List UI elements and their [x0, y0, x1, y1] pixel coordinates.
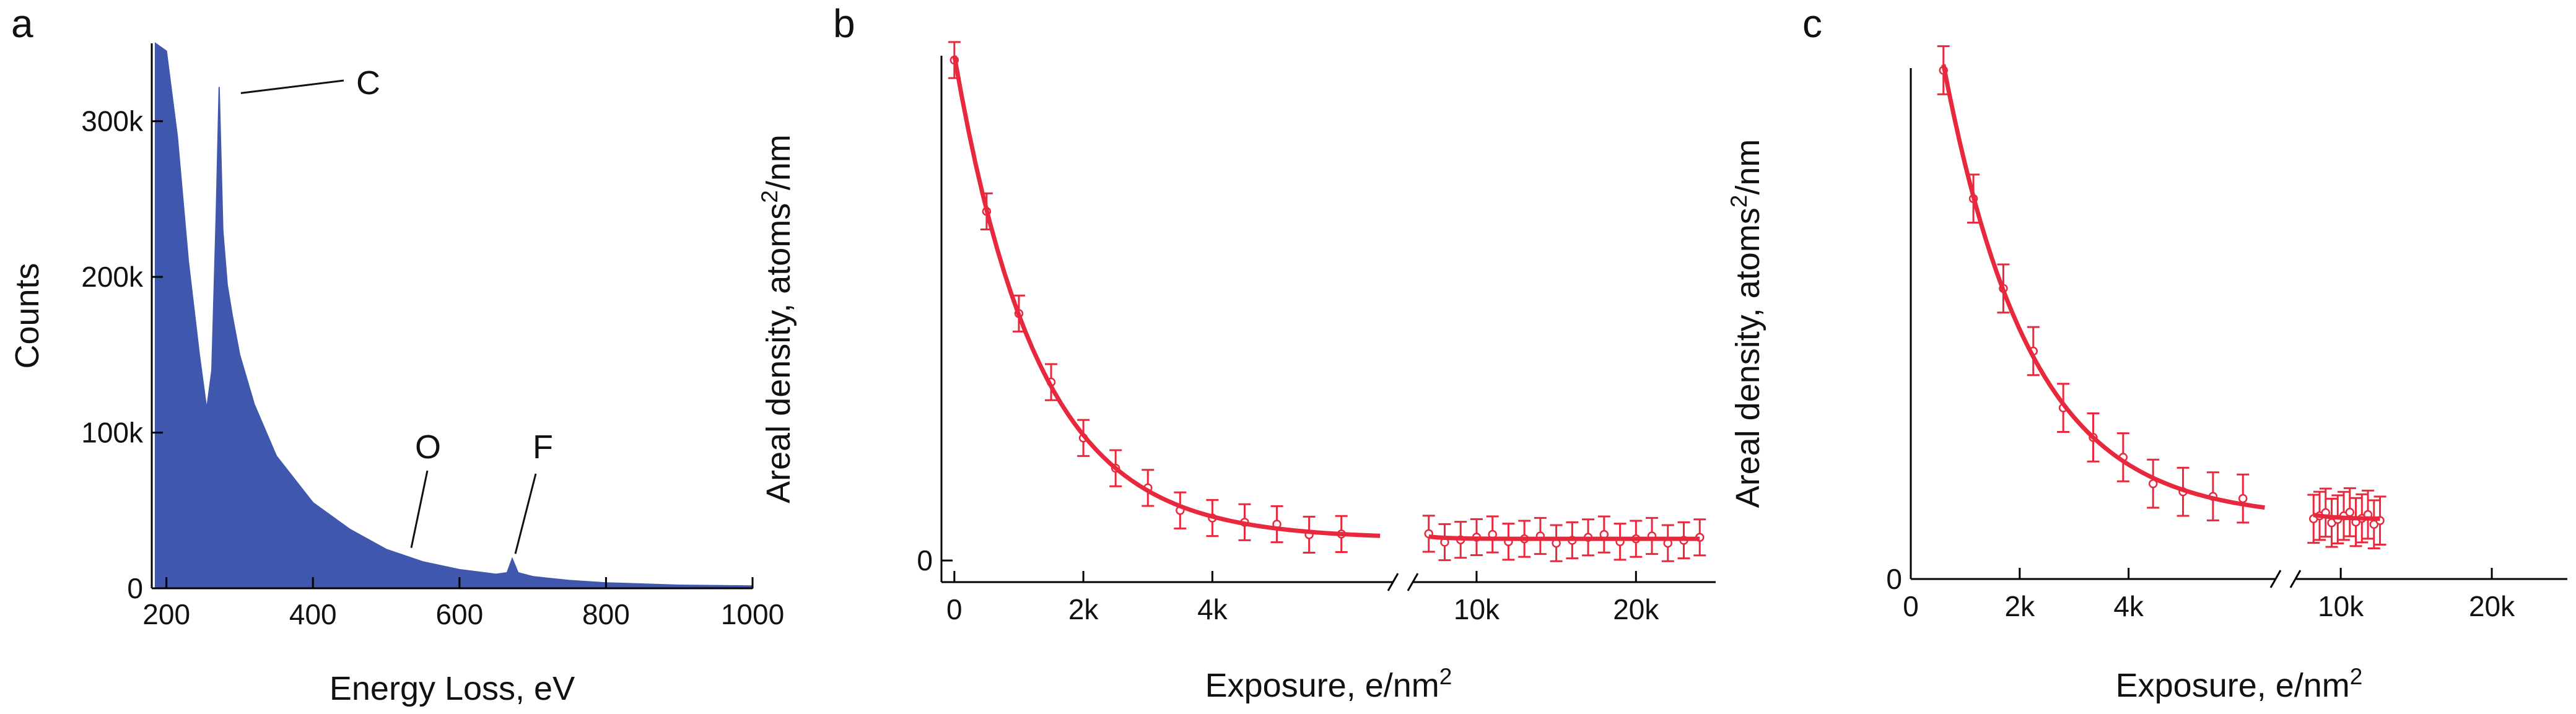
- x-tick-label-4: 1000: [721, 598, 784, 630]
- x-tick-label-2: 4k: [2113, 590, 2144, 622]
- panel-b: 02k4k10k20k02x10134x10136x1013Exposure, …: [757, 1, 1716, 705]
- y-tick-label-2: 200k: [81, 261, 144, 293]
- fit-red-1: [1428, 534, 1700, 541]
- arrow-F: [514, 473, 537, 554]
- x-tick-label-0: 0: [1903, 590, 1919, 622]
- axis-break-left: [2269, 570, 2282, 588]
- x-tick-label-0: 200: [142, 598, 190, 630]
- axis-break-right: [2289, 570, 2302, 588]
- point-red-10: [2238, 494, 2248, 503]
- x-tick-label-2: 600: [435, 598, 483, 630]
- arrow-C: [240, 79, 344, 94]
- y-axis-label: Counts: [9, 263, 46, 368]
- y-tick-label-0: 0: [1886, 563, 1902, 595]
- annotation-C: C: [356, 64, 380, 102]
- fit-red-0: [1941, 64, 2265, 510]
- fit-red-1: [2313, 513, 2380, 521]
- spectrum-area: [154, 42, 753, 589]
- x-tick-label-1: 2k: [1068, 593, 1099, 625]
- x-tick-label-3: 10k: [1454, 593, 1500, 625]
- y-axis-label: Areal density, atoms2/nm: [1726, 139, 1767, 508]
- point-red-17: [2345, 507, 2355, 517]
- panel-a: 200 400 600 800 1000 0 100k 200k 300k Energy Loss…: [9, 1, 784, 707]
- x-axis-label: Exposure, e/nm2: [2116, 664, 2363, 705]
- x-tick-label-4: 20k: [2469, 590, 2515, 622]
- y-tick-label-3: 300k: [81, 105, 144, 137]
- y-tick-label-0: 0: [917, 544, 933, 577]
- x-axis-label: Exposure, e/nm2: [1205, 664, 1452, 705]
- annotation-F: F: [533, 429, 553, 466]
- arrow-O: [410, 470, 429, 548]
- panel-c: 02k4k10k20k02x10134x10136x10138x1013Expo…: [1726, 1, 2567, 705]
- annotation-O: O: [415, 429, 441, 466]
- axis-break-left: [1387, 573, 1399, 591]
- axis-break-right: [1407, 573, 1419, 591]
- panel-label-a: a: [11, 1, 33, 46]
- fit-red-0: [952, 55, 1381, 538]
- x-axis-label: Energy Loss, eV: [330, 670, 575, 707]
- y-axis-label: Areal density, atoms2/nm: [757, 134, 798, 503]
- x-tick-label-3: 800: [582, 598, 630, 630]
- y-tick-label-0: 0: [127, 572, 143, 604]
- x-tick-label-1: 400: [289, 598, 337, 630]
- x-tick-label-3: 10k: [2318, 590, 2364, 622]
- x-tick-label-0: 0: [946, 593, 963, 625]
- y-tick-label-1: 100k: [81, 417, 144, 449]
- x-tick-label-2: 4k: [1197, 593, 1228, 625]
- x-tick-label-4: 20k: [1613, 593, 1659, 625]
- panel-label-b: b: [833, 1, 855, 46]
- x-tick-label-1: 2k: [2005, 590, 2036, 622]
- panel-label-c: c: [1802, 1, 1822, 46]
